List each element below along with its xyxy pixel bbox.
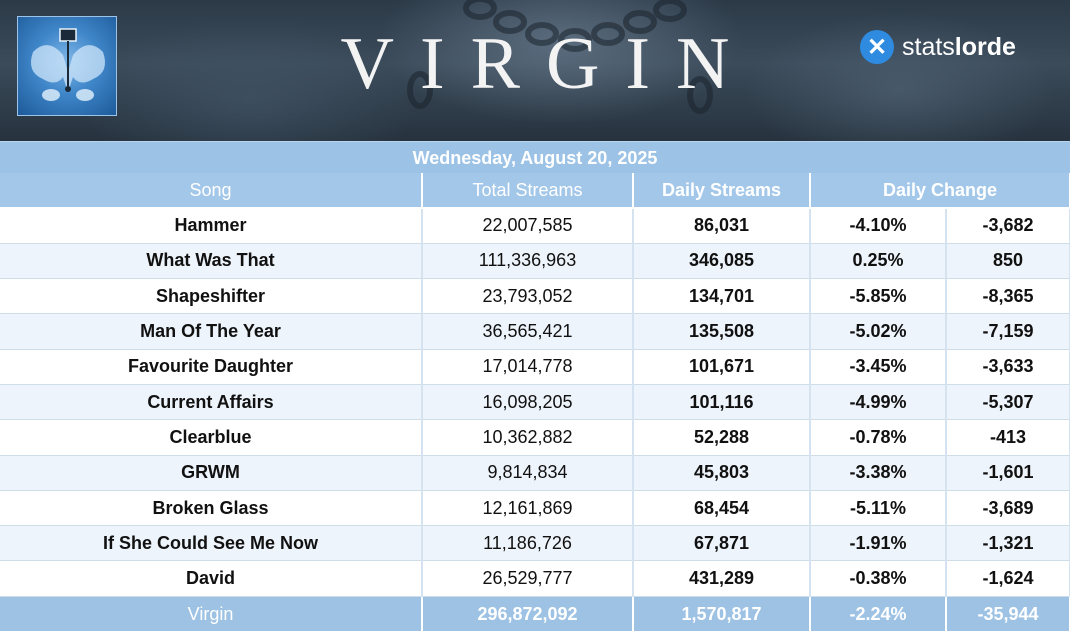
- daily-streams-cell: 101,116: [633, 384, 811, 421]
- column-header-song: Song: [0, 173, 423, 209]
- song-name: If She Could See Me Now: [0, 525, 423, 562]
- total-streams-cell: 12,161,869: [422, 490, 634, 527]
- table-row: Shapeshifter 23,793,052 134,701 -5.85% -…: [0, 278, 1070, 315]
- x-logo-icon: ✕: [860, 30, 894, 64]
- daily-streams-cell: 101,671: [633, 349, 811, 385]
- song-name: Broken Glass: [0, 490, 423, 527]
- song-name: David: [0, 560, 423, 597]
- song-name: What Was That: [0, 243, 423, 280]
- table-row: Current Affairs 16,098,205 101,116 -4.99…: [0, 384, 1070, 421]
- album-daily-streams: 1,570,817: [633, 596, 811, 631]
- song-name: Man Of The Year: [0, 313, 423, 350]
- total-streams-cell: 22,007,585: [422, 208, 634, 244]
- table-row: What Was That 111,336,963 346,085 0.25% …: [0, 243, 1070, 280]
- table-row: Clearblue 10,362,882 52,288 -0.78% -413: [0, 419, 1070, 456]
- statslorde-logo: ✕ statslorde: [860, 30, 1016, 64]
- song-name: Shapeshifter: [0, 278, 423, 315]
- column-header-daily-streams: Daily Streams: [633, 173, 811, 209]
- album-cover: [17, 16, 117, 116]
- daily-change-value-cell: -8,365: [946, 278, 1070, 315]
- daily-streams-cell: 86,031: [633, 208, 811, 244]
- daily-streams-cell: 67,871: [633, 525, 811, 562]
- daily-change-percent-cell: -5.02%: [810, 313, 947, 350]
- xray-pelvis-icon: [30, 28, 106, 101]
- total-streams-cell: 111,336,963: [422, 243, 634, 280]
- total-streams-cell: 16,098,205: [422, 384, 634, 421]
- table-row: David 26,529,777 431,289 -0.38% -1,624: [0, 560, 1070, 597]
- total-streams-cell: 10,362,882: [422, 419, 634, 456]
- song-name: Current Affairs: [0, 384, 423, 421]
- total-streams-cell: 9,814,834: [422, 455, 634, 491]
- table-row: Broken Glass 12,161,869 68,454 -5.11% -3…: [0, 490, 1070, 527]
- total-streams-cell: 23,793,052: [422, 278, 634, 315]
- daily-change-percent-cell: -4.10%: [810, 208, 947, 244]
- column-header-daily-change: Daily Change: [810, 173, 1070, 209]
- total-streams-cell: 11,186,726: [422, 525, 634, 562]
- album-daily-change-percent: -2.24%: [810, 596, 947, 631]
- daily-change-value-cell: -7,159: [946, 313, 1070, 350]
- album-total-row: Virgin 296,872,092 1,570,817 -2.24% -35,…: [0, 596, 1070, 631]
- daily-streams-cell: 346,085: [633, 243, 811, 280]
- daily-change-percent-cell: -5.85%: [810, 278, 947, 315]
- daily-streams-cell: 134,701: [633, 278, 811, 315]
- daily-change-value-cell: -413: [946, 419, 1070, 456]
- table-header-row: Song Total Streams Daily Streams Daily C…: [0, 173, 1070, 209]
- song-name: GRWM: [0, 455, 423, 491]
- daily-change-value-cell: -5,307: [946, 384, 1070, 421]
- daily-streams-cell: 45,803: [633, 455, 811, 491]
- total-streams-cell: 17,014,778: [422, 349, 634, 385]
- daily-streams-cell: 68,454: [633, 490, 811, 527]
- header-banner: VIRGIN ✕ statslorde: [0, 0, 1070, 141]
- table-row: Favourite Daughter 17,014,778 101,671 -3…: [0, 349, 1070, 385]
- album-total-name: Virgin: [0, 596, 423, 631]
- daily-change-value-cell: -1,321: [946, 525, 1070, 562]
- daily-change-value-cell: -1,624: [946, 560, 1070, 597]
- daily-change-percent-cell: -0.78%: [810, 419, 947, 456]
- album-title: VIRGIN: [340, 23, 756, 105]
- chain-decoration: [407, 0, 713, 114]
- table-row: GRWM 9,814,834 45,803 -3.38% -1,601: [0, 455, 1070, 491]
- table-row: Hammer 22,007,585 86,031 -4.10% -3,682: [0, 208, 1070, 244]
- daily-change-percent-cell: -3.38%: [810, 455, 947, 491]
- daily-streams-cell: 431,289: [633, 560, 811, 597]
- daily-streams-cell: 135,508: [633, 313, 811, 350]
- album-total-streams: 296,872,092: [422, 596, 634, 631]
- daily-change-value-cell: -3,689: [946, 490, 1070, 527]
- daily-streams-cell: 52,288: [633, 419, 811, 456]
- song-name: Favourite Daughter: [0, 349, 423, 385]
- table-row: If She Could See Me Now 11,186,726 67,87…: [0, 525, 1070, 562]
- daily-change-percent-cell: -4.99%: [810, 384, 947, 421]
- daily-change-value-cell: -3,633: [946, 349, 1070, 385]
- total-streams-cell: 26,529,777: [422, 560, 634, 597]
- daily-change-value-cell: -3,682: [946, 208, 1070, 244]
- daily-change-value-cell: -1,601: [946, 455, 1070, 491]
- daily-change-value-cell: 850: [946, 243, 1070, 280]
- table-row: Man Of The Year 36,565,421 135,508 -5.02…: [0, 313, 1070, 350]
- daily-change-percent-cell: -1.91%: [810, 525, 947, 562]
- album-daily-change-value: -35,944: [946, 596, 1070, 631]
- table-body: Hammer 22,007,585 86,031 -4.10% -3,682 W…: [0, 208, 1070, 597]
- streams-table: Song Total Streams Daily Streams Daily C…: [0, 173, 1070, 631]
- daily-change-percent-cell: -5.11%: [810, 490, 947, 527]
- column-header-total-streams: Total Streams: [422, 173, 634, 209]
- brand-name: statslorde: [902, 32, 1016, 61]
- daily-change-percent-cell: -0.38%: [810, 560, 947, 597]
- daily-change-percent-cell: 0.25%: [810, 243, 947, 280]
- daily-change-percent-cell: -3.45%: [810, 349, 947, 385]
- total-streams-cell: 36,565,421: [422, 313, 634, 350]
- date-heading: Wednesday, August 20, 2025: [0, 141, 1070, 173]
- song-name: Clearblue: [0, 419, 423, 456]
- song-name: Hammer: [0, 208, 423, 244]
